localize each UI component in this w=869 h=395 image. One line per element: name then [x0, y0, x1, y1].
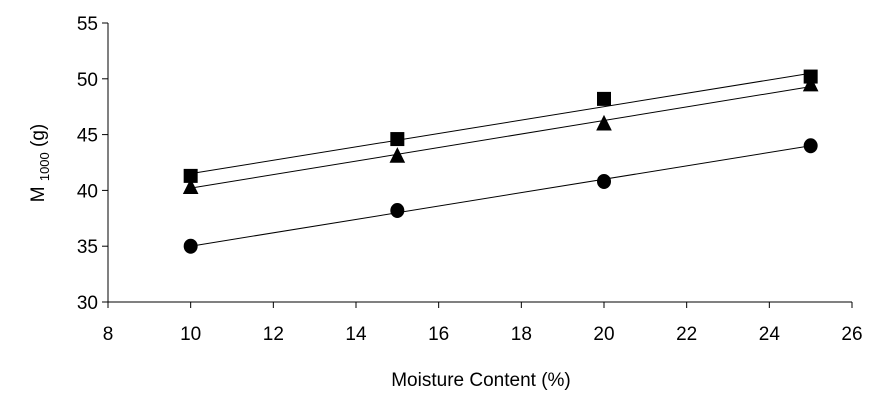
x-tick-label: 20 [593, 324, 614, 345]
x-tick-label: 12 [263, 324, 284, 345]
y-axis-title-main: M [28, 186, 49, 202]
y-axis-title: M 1000 (g) [28, 124, 54, 203]
y-tick-label: 45 [77, 126, 98, 147]
data-point-square [597, 91, 611, 106]
y-tick-label: 55 [77, 14, 98, 35]
trendline-triangle [190, 86, 811, 189]
data-point-circle [597, 173, 611, 189]
data-point-square [390, 132, 405, 147]
x-tick-label: 8 [103, 324, 114, 345]
data-point-triangle [596, 114, 612, 131]
y-axis-title-subscript: 1000 [37, 152, 52, 181]
y-axis: 30 35 40 45 50 55 [77, 14, 109, 314]
y-tick-label: 50 [77, 70, 98, 91]
data-point-circle [183, 238, 198, 254]
y-tick-label: 40 [77, 181, 98, 202]
trendline-circle [190, 145, 811, 247]
x-tick-label: 10 [180, 324, 201, 345]
data-point-triangle [389, 147, 406, 163]
y-tick-label: 30 [77, 293, 98, 314]
x-axis: 8 10 12 14 16 18 20 22 24 26 [103, 301, 863, 345]
data-point-triangle [802, 75, 819, 92]
x-tick-label: 26 [841, 324, 862, 345]
x-tick-label: 14 [345, 324, 367, 345]
y-tick-label: 35 [77, 237, 98, 258]
data-point-triangle [182, 178, 199, 195]
x-tick-label: 22 [676, 324, 697, 345]
x-tick-label: 18 [511, 324, 532, 345]
trendlines [190, 72, 811, 247]
x-axis-title: Moisture Content (%) [391, 370, 571, 391]
data-point-circle [803, 138, 818, 154]
data-markers [182, 69, 819, 254]
data-point-circle [390, 202, 405, 218]
x-tick-label: 16 [428, 324, 449, 345]
trendline-square [190, 72, 811, 175]
y-axis-title-unit: (g) [28, 124, 49, 147]
x-tick-label: 24 [759, 324, 781, 345]
